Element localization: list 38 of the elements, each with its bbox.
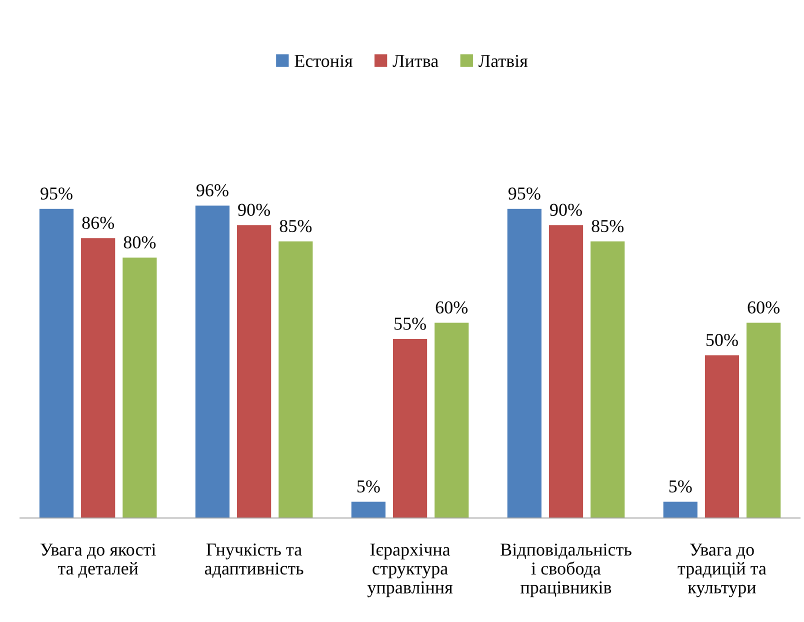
bar xyxy=(195,206,230,518)
bar xyxy=(237,225,272,518)
bar xyxy=(278,241,313,518)
bar xyxy=(39,208,74,518)
data-label: 85% xyxy=(592,220,624,232)
data-label: 50% xyxy=(706,334,738,346)
data-label: 5% xyxy=(669,480,692,493)
legend-label: Естонія xyxy=(294,54,353,68)
legend-label: Литва xyxy=(392,55,438,68)
bar xyxy=(434,322,469,518)
data-label: 96% xyxy=(196,184,228,196)
data-label: 86% xyxy=(82,216,114,229)
bar xyxy=(392,339,428,518)
x-tick-label: Увага до якості та деталей xyxy=(40,544,156,578)
data-label: 5% xyxy=(357,480,380,493)
data-label: 95% xyxy=(508,187,540,200)
bar xyxy=(122,258,157,518)
bar xyxy=(81,238,116,518)
bar xyxy=(548,225,584,518)
bar xyxy=(351,502,386,518)
data-label: 90% xyxy=(550,204,582,216)
x-tick-label: Відповідальність і свобода працівників xyxy=(500,544,632,598)
bar xyxy=(663,502,698,518)
bar xyxy=(507,208,542,518)
x-tick-label: Увага до традицій та культури xyxy=(678,544,766,598)
data-label: 55% xyxy=(394,318,426,330)
bar xyxy=(590,241,625,518)
data-label: 85% xyxy=(280,220,312,232)
data-label: 90% xyxy=(238,204,270,216)
data-label: 95% xyxy=(40,187,72,200)
data-label: 60% xyxy=(436,301,468,314)
x-tick-label: Гнучкість та адаптивність xyxy=(204,544,304,578)
bar xyxy=(704,355,740,518)
bar xyxy=(746,322,781,518)
data-label: 60% xyxy=(748,301,780,314)
legend-label: Латвія xyxy=(478,54,528,68)
data-label: 80% xyxy=(124,236,156,248)
x-tick-label: Ієрархічна структура управління xyxy=(367,544,453,598)
